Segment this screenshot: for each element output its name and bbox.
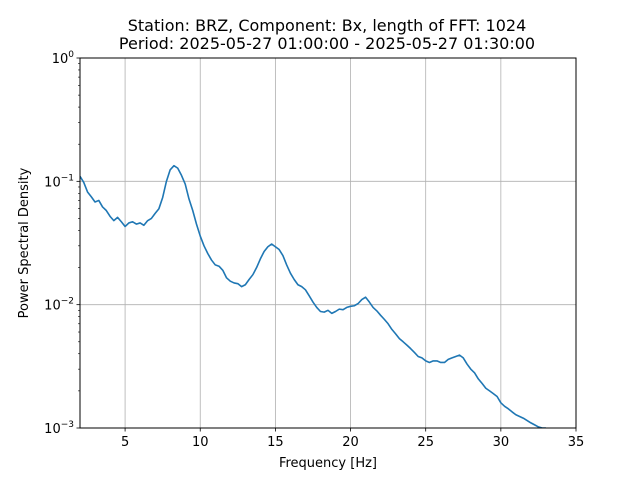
y-tick-label: 100 <box>52 50 75 67</box>
y-tick-label: 10−2 <box>44 297 74 314</box>
x-tick-label: 20 <box>342 435 359 450</box>
y-tick-label: 10−3 <box>44 420 74 437</box>
psd-series-line <box>80 164 546 428</box>
chart-subtitle: Period: 2025-05-27 01:00:00 - 2025-05-27… <box>119 34 535 53</box>
axis-ticks: 5 10 15 20 25 30 35 10−3 10−2 10−1 100 <box>44 50 584 450</box>
x-tick-label: 10 <box>192 435 209 450</box>
plot-frame <box>79 57 577 429</box>
x-tick-label: 35 <box>568 435 585 450</box>
x-tick-label: 25 <box>417 435 434 450</box>
x-axis-label: Frequency [Hz] <box>279 456 377 471</box>
y-tick-label: 10−1 <box>44 173 74 190</box>
x-tick-label: 15 <box>267 435 284 450</box>
plot-area <box>80 164 546 428</box>
x-tick-label: 5 <box>121 435 129 450</box>
x-tick-label: 30 <box>493 435 510 450</box>
grid <box>80 58 576 428</box>
y-axis-label: Power Spectral Density <box>17 167 32 318</box>
chart-title: Station: BRZ, Component: Bx, length of F… <box>128 16 527 35</box>
